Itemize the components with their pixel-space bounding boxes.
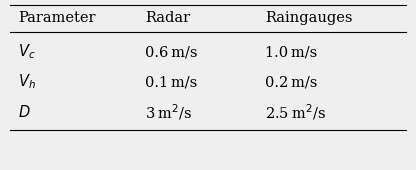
Text: $D$: $D$ [18,104,30,120]
Text: 0.1 m/s: 0.1 m/s [145,75,197,89]
Text: 0.2 m/s: 0.2 m/s [265,75,317,89]
Text: $V_h$: $V_h$ [18,73,36,91]
Text: $V_c$: $V_c$ [18,43,35,61]
Text: Parameter: Parameter [18,11,96,25]
Text: Radar: Radar [145,11,190,25]
Text: 1.0 m/s: 1.0 m/s [265,45,317,59]
Text: 2.5 m$^2$/s: 2.5 m$^2$/s [265,102,326,122]
Text: 0.6 m/s: 0.6 m/s [145,45,198,59]
Text: 3 m$^2$/s: 3 m$^2$/s [145,102,192,122]
Text: Raingauges: Raingauges [265,11,352,25]
